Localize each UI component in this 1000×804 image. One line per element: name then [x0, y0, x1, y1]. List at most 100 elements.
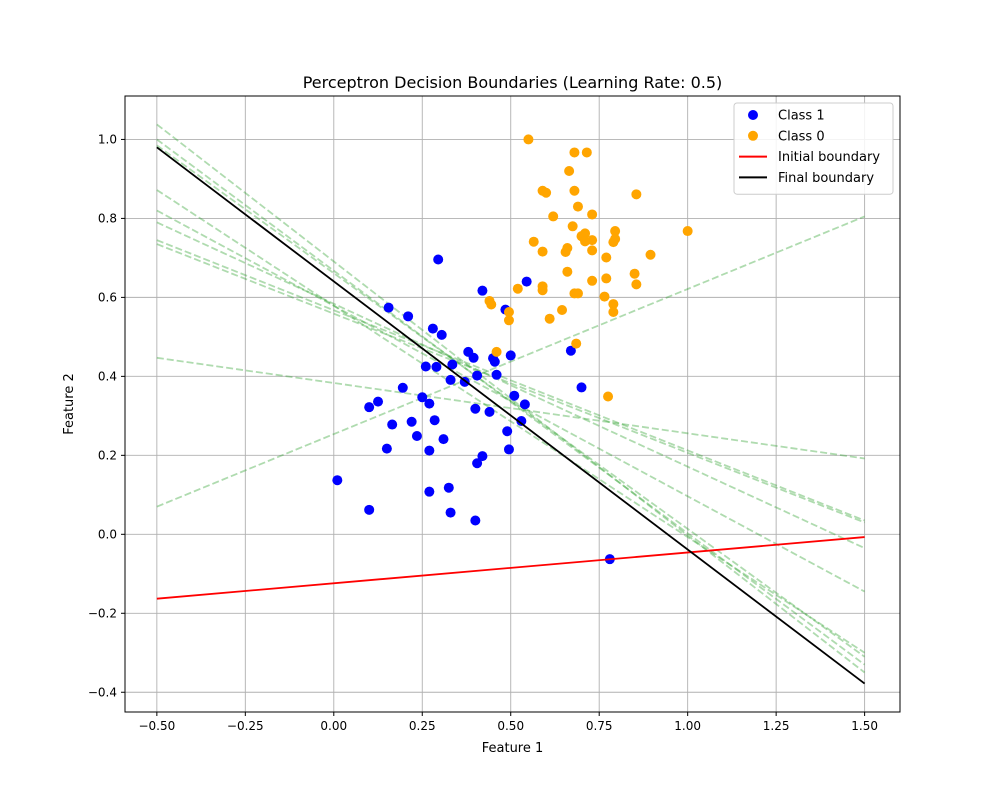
class-0-point — [537, 246, 548, 257]
class-1-point — [427, 323, 438, 334]
class-1-point — [387, 419, 398, 430]
class-1-point — [381, 443, 392, 454]
class-0-point — [569, 147, 580, 158]
class-0-point — [631, 189, 642, 200]
class-0-point — [581, 147, 592, 158]
plot-frame — [124, 95, 901, 713]
class-1-point — [411, 430, 422, 441]
x-tick-label: 1.25 — [763, 719, 790, 733]
legend: Class 1 Class 0 Initial boundary Final boun… — [733, 102, 894, 195]
class-0-point — [537, 285, 548, 296]
class-0-point — [587, 275, 598, 286]
class-1-point — [509, 390, 520, 401]
x-tick-label: 1.50 — [851, 719, 878, 733]
class-1-point — [433, 254, 444, 265]
y-tick-label: 0.6 — [98, 290, 117, 304]
class-0-point — [629, 268, 640, 279]
class-0-point — [631, 279, 642, 290]
class-1-point — [576, 382, 587, 393]
class-1-point — [519, 399, 530, 410]
class-1-point — [383, 302, 394, 313]
class-0-point — [587, 209, 598, 220]
class-0-point — [572, 288, 583, 299]
legend-label-initial-boundary: Initial boundary — [778, 150, 880, 165]
y-tick-label: 0.8 — [98, 211, 117, 225]
class-1-point — [424, 486, 435, 497]
legend-label-class-1: Class 1 — [778, 109, 825, 124]
class-1-point — [472, 458, 483, 469]
class-1-point — [332, 475, 343, 486]
class-0-point — [645, 249, 656, 260]
class-1-point — [443, 482, 454, 493]
intermediate-boundary-line — [156, 239, 865, 522]
class-1-point — [502, 426, 513, 437]
class-0-point — [567, 221, 578, 232]
intermediate-boundary-line — [156, 215, 865, 508]
class-1-point — [431, 361, 442, 372]
class-0-point — [541, 187, 552, 198]
class-0-point — [564, 166, 575, 177]
class-0-point — [491, 346, 502, 357]
class-1-point — [397, 382, 408, 393]
class-1-point — [445, 507, 456, 518]
class-1-point — [503, 444, 514, 455]
intermediate-boundary-line — [156, 209, 866, 593]
intermediate-boundary-line — [156, 189, 866, 654]
initial-boundary-line — [156, 536, 865, 600]
class-1-point — [429, 415, 440, 426]
legend-marker-class-0 — [748, 130, 758, 141]
class-1-point — [438, 434, 449, 445]
class-0-point — [580, 236, 591, 247]
x-tick-label: −0.25 — [227, 719, 264, 733]
plot-area — [125, 96, 900, 712]
class-1-point — [447, 359, 458, 370]
x-tick-label: 0.00 — [320, 719, 347, 733]
class-1-point — [364, 402, 375, 413]
class-1-point — [505, 350, 516, 361]
legend-label-final-boundary: Final boundary — [778, 171, 874, 186]
class-0-point — [682, 226, 693, 237]
class-0-point — [608, 299, 619, 310]
class-1-point — [484, 406, 495, 417]
y-tick-label: 0.2 — [98, 448, 117, 462]
legend-marker-class-1 — [748, 110, 758, 120]
class-0-point — [608, 306, 619, 317]
final-boundary-line — [156, 146, 866, 685]
class-1-point — [470, 515, 481, 526]
class-0-point — [608, 237, 619, 248]
class-1-point — [364, 504, 375, 515]
class-0-point — [557, 305, 568, 316]
class-1-point — [445, 374, 456, 385]
class-1-point — [477, 285, 488, 296]
class-1-point — [489, 356, 500, 367]
class-1-point — [468, 352, 479, 363]
class-1-point — [417, 392, 428, 403]
class-0-point — [603, 391, 614, 402]
y-tick-label: 1.0 — [98, 132, 117, 146]
class-0-point — [560, 246, 571, 257]
x-tick-label: 1.00 — [674, 719, 701, 733]
intermediate-boundary-line — [156, 123, 866, 674]
y-tick-label: −0.2 — [88, 606, 117, 620]
class-1-point — [406, 416, 417, 427]
class-0-point — [503, 315, 514, 326]
intermediate-boundary-line — [156, 138, 866, 666]
intermediate-boundary-line — [156, 356, 865, 460]
class-0-point — [599, 291, 610, 302]
class-1-point — [565, 345, 576, 356]
y-tick-label: 0.4 — [98, 369, 117, 383]
y-tick-label: 0.0 — [98, 527, 117, 541]
class-1-point — [521, 276, 532, 287]
class-0-point — [512, 283, 523, 294]
class-1-point — [491, 369, 502, 380]
axes-ticks: −0.50 −0.25 0.00 0.25 0.50 0.75 1.00 1.25 1.50 −0… — [88, 132, 878, 733]
legend-box — [733, 102, 894, 195]
x-tick-label: 0.25 — [409, 719, 436, 733]
x-tick-label: 0.50 — [497, 719, 524, 733]
class-1-point — [424, 398, 435, 409]
class-1-point — [373, 396, 384, 407]
class-0-point — [548, 211, 559, 222]
y-tick-label: −0.4 — [88, 685, 117, 699]
class-0-point — [601, 252, 612, 263]
